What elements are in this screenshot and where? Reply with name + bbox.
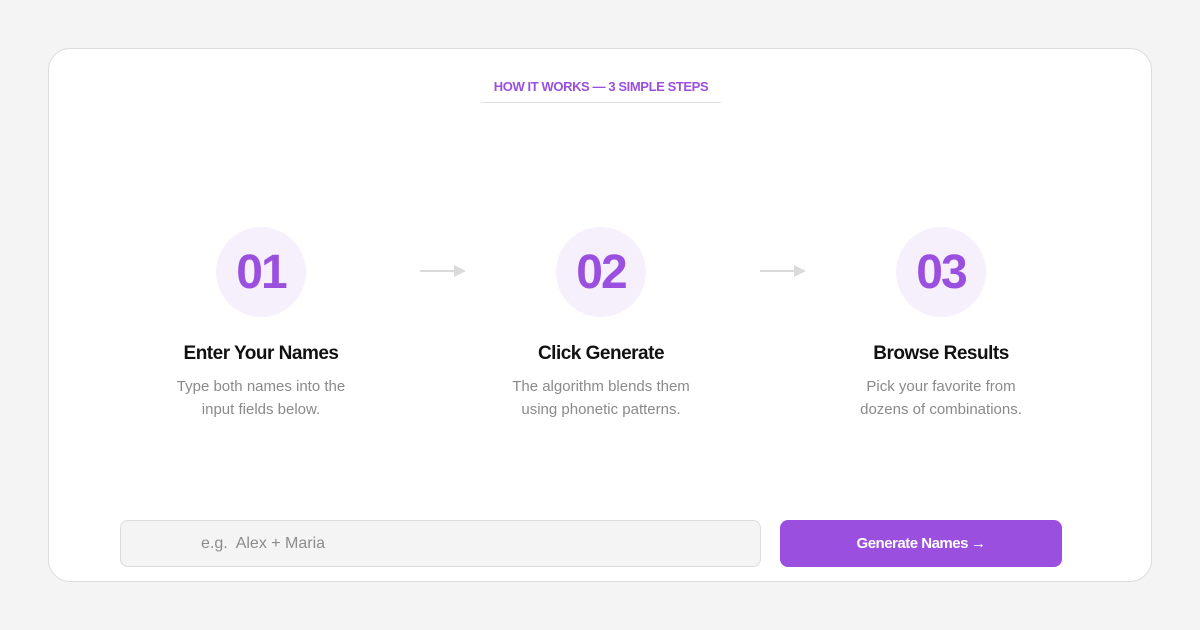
step-number-badge: 02 [556,227,646,317]
step-description: The algorithm blends them using phonetic… [512,378,690,418]
step-number-badge: 01 [216,227,306,317]
button-label: Generate Names [856,535,969,552]
arrow-right-icon [420,265,466,277]
step-title: Click Generate [537,343,665,364]
step-title: Browse Results [873,343,1009,364]
step-number-badge: 03 [896,227,986,317]
step-1: 01 Enter Your Names Type both names into… [111,227,411,421]
step-description: Pick your favorite from dozens of combin… [860,378,1022,418]
generate-names-button[interactable]: Generate Names → [780,520,1062,567]
step-3: 03 Browse Results Pick your favorite fro… [791,227,1091,421]
how-it-works-card: HOW IT WORKS — 3 SIMPLE STEPS 01 Enter Y… [48,48,1152,582]
section-kicker: HOW IT WORKS — 3 SIMPLE STEPS [481,79,721,103]
step-description: Type both names into the input fields be… [176,378,346,418]
arrow-right-icon [760,265,806,277]
step-2: 02 Click Generate The algorithm blends t… [451,227,751,421]
arrow-right-icon: → [970,535,986,552]
step-title: Enter Your Names [183,343,339,364]
names-input[interactable] [120,520,761,567]
